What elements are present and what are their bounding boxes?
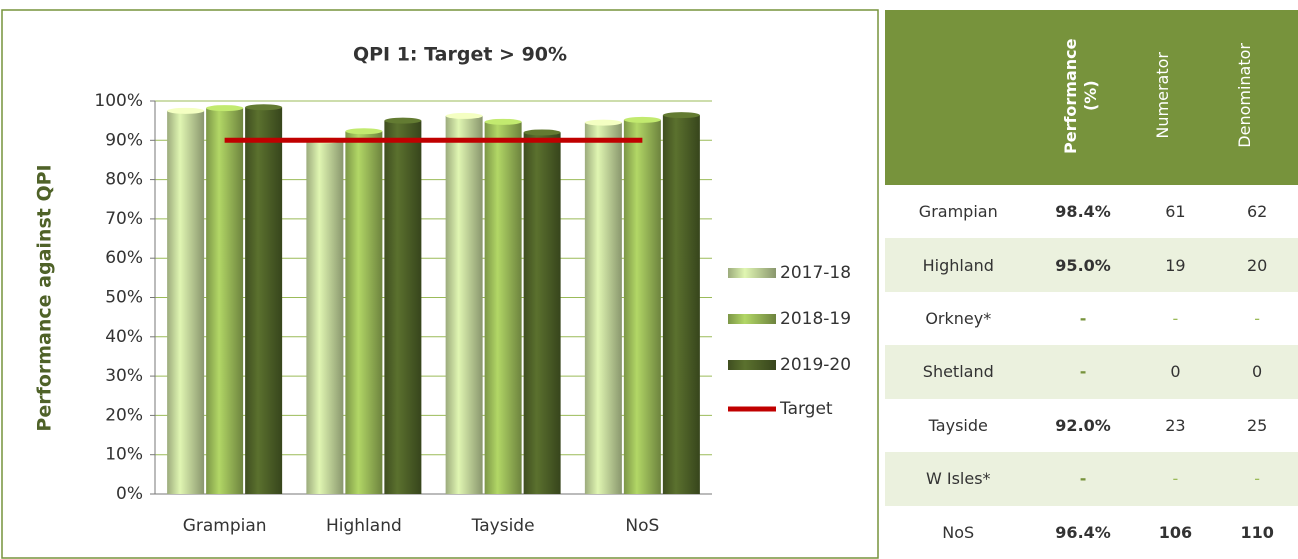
value-cell: 20: [1216, 238, 1298, 292]
column-header: Numerator: [1134, 10, 1217, 185]
region-cell: Grampian: [918, 202, 998, 222]
y-axis-label: Performance against QPI: [34, 164, 56, 431]
value-cell: -: [1134, 452, 1217, 506]
x-tick-label: Tayside: [471, 516, 535, 536]
legend-swatch: [728, 268, 776, 278]
y-tick-label: 40%: [105, 327, 143, 347]
bar: [623, 119, 661, 494]
table-row: W Isles* - - -: [885, 452, 1298, 506]
bar-top: [206, 105, 244, 112]
legend-label: 2017-18: [780, 263, 851, 283]
bar-top: [584, 119, 622, 126]
bar-top: [484, 118, 522, 125]
legend-label: 2018-19: [780, 309, 851, 329]
x-tick-label: Highland: [326, 516, 402, 536]
value-cell: 25: [1246, 415, 1268, 435]
legend-label: Target: [779, 399, 833, 419]
legend-swatch: [728, 314, 776, 324]
column-header: Performance (%): [1031, 10, 1135, 185]
column-header-text: Denominator: [1235, 43, 1255, 148]
value-cell: 106: [1158, 522, 1193, 542]
bar: [484, 121, 522, 494]
value-cell: 62: [1246, 202, 1268, 222]
y-tick-label: 70%: [105, 209, 143, 229]
x-tick-label: Grampian: [183, 516, 267, 536]
y-tick-label: 50%: [105, 288, 143, 308]
y-tick-label: 10%: [105, 445, 143, 465]
data-table: Performance (%) Numerator Denominator Gramp…: [885, 10, 1298, 559]
region-cell: Shetland: [885, 345, 1032, 399]
region-cell: Orkney*: [925, 309, 992, 329]
value-cell: 92.0%: [1055, 415, 1111, 435]
value-cell: 110: [1240, 522, 1274, 542]
table-row: Tayside 92.0% 23 25: [885, 399, 1298, 452]
region-cell: Tayside: [928, 415, 988, 435]
bar: [306, 140, 344, 495]
value-cell: 95.0%: [1031, 238, 1135, 292]
value-cell: -: [1079, 309, 1087, 329]
bar: [523, 132, 561, 494]
bar: [206, 108, 244, 494]
value-cell: -: [1172, 309, 1179, 329]
bar: [384, 120, 422, 495]
legend-swatch: [728, 360, 776, 370]
value-cell: -: [1031, 345, 1135, 399]
table-row: NoS 96.4% 106 110: [885, 506, 1298, 559]
chart: QPI 1: Target > 90% Performance against …: [1, 9, 879, 559]
bar-top: [623, 116, 661, 123]
y-tick-label: 30%: [105, 366, 143, 386]
value-cell: 61: [1165, 202, 1186, 222]
bar-top: [384, 117, 422, 124]
bar: [662, 115, 700, 494]
value-cell: -: [1254, 309, 1261, 329]
x-tick-label: NoS: [625, 516, 659, 536]
bar: [345, 131, 383, 495]
value-cell: 23: [1165, 415, 1186, 435]
value-cell: 96.4%: [1055, 522, 1111, 542]
y-tick-label: 0%: [116, 484, 143, 504]
region-cell: W Isles*: [885, 452, 1032, 506]
bar: [445, 115, 483, 495]
bar-top: [662, 112, 700, 119]
y-tick-label: 60%: [105, 248, 143, 268]
column-header-text: Performance (%): [1061, 37, 1101, 154]
table-row: Grampian 98.4% 61 62: [885, 185, 1298, 238]
bar-top: [445, 112, 483, 119]
value-cell: 98.4%: [1055, 202, 1111, 222]
legend-label: 2019-20: [780, 355, 851, 375]
column-header: Denominator: [1216, 10, 1298, 185]
value-cell: 0: [1216, 345, 1298, 399]
bar-top: [167, 107, 205, 114]
bar: [245, 107, 283, 495]
y-tick-label: 20%: [105, 405, 143, 425]
value-cell: -: [1031, 452, 1135, 506]
corner: [885, 10, 1032, 185]
value-cell: -: [1216, 452, 1298, 506]
table-row: Highland 95.0% 19 20: [885, 238, 1298, 292]
column-header-text: Numerator: [1153, 52, 1173, 139]
y-tick-label: 100%: [94, 91, 143, 111]
y-tick-label: 90%: [105, 130, 143, 150]
region-cell: Highland: [885, 238, 1032, 292]
bar-top: [345, 128, 383, 135]
table-row: Shetland -0 0: [885, 345, 1298, 399]
bar: [584, 122, 622, 495]
value-cell: 19: [1134, 238, 1217, 292]
value-cell: 0: [1134, 345, 1217, 399]
bar-top: [245, 104, 283, 111]
y-tick-label: 80%: [105, 170, 143, 190]
bar-top: [523, 129, 561, 136]
bar: [167, 110, 205, 494]
chart-title: QPI 1: Target > 90%: [353, 44, 567, 66]
region-cell: NoS: [942, 522, 975, 542]
table-row: Orkney* - - -: [885, 292, 1298, 345]
